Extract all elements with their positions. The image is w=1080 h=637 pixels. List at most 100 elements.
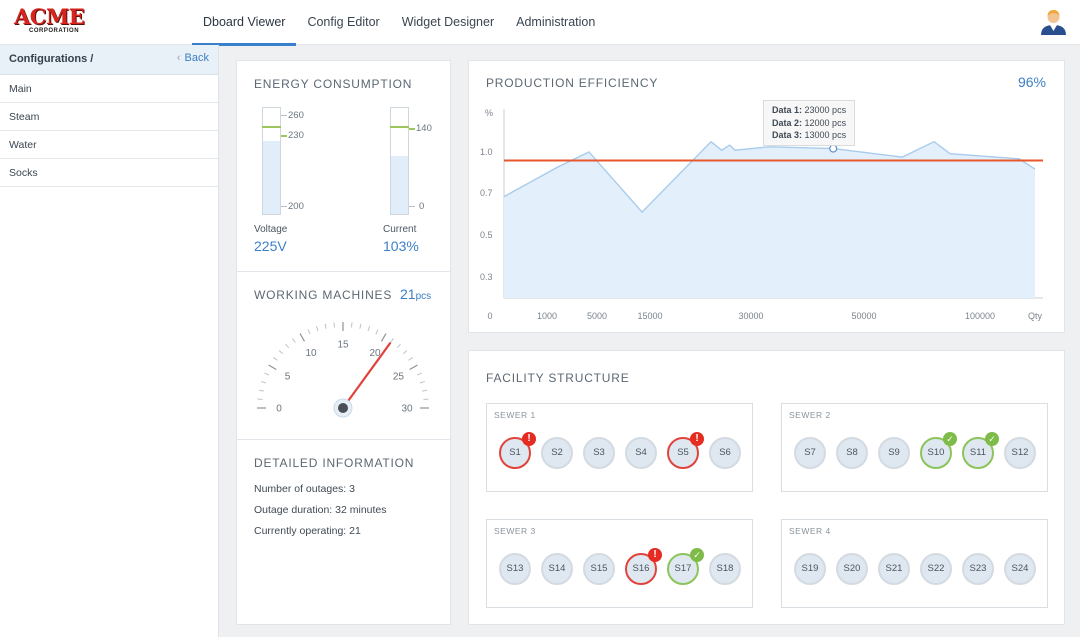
voltage-tick-max: 260 xyxy=(288,110,304,121)
chevron-left-icon: ‹ xyxy=(176,52,181,64)
sewer-group-4: SEWER 4 S19 S20 S21 S22 S23 S24 xyxy=(781,519,1048,608)
facility-node-s19[interactable]: S19 xyxy=(794,553,826,585)
voltage-bar xyxy=(262,107,281,215)
facility-node-s1[interactable]: S1! xyxy=(499,432,536,469)
chart-tooltip: Data 1: 23000 pcs Data 2: 12000 pcs Data… xyxy=(763,100,856,146)
alert-icon: ! xyxy=(648,548,662,562)
y-tick-label: 1.0 xyxy=(480,147,493,157)
sidebar-item-socks[interactable]: Socks xyxy=(0,159,218,187)
gauge-tick xyxy=(359,323,362,329)
voltage-value: 225V xyxy=(254,238,287,254)
gauge-tick xyxy=(278,350,284,355)
tooltip-value: 13000 pcs xyxy=(804,130,847,140)
sewer-group-2: SEWER 2 S7 S8 S9 S10 ✓ S11 ✓ S12 xyxy=(781,403,1048,492)
facility-node-s15[interactable]: S15 xyxy=(583,553,615,585)
user-avatar-icon[interactable] xyxy=(1040,7,1067,35)
x-tick-label: 0 xyxy=(487,311,492,321)
facility-node-s16[interactable]: S16! xyxy=(625,548,662,585)
node-label: S12 xyxy=(1011,447,1029,458)
node-label: S4 xyxy=(635,447,647,458)
gauge-tick xyxy=(299,333,306,342)
tab-widget-designer[interactable]: Widget Designer xyxy=(401,15,495,29)
facility-node-s3[interactable]: S3 xyxy=(583,437,615,469)
y-tick-label: 0.7 xyxy=(480,188,493,198)
facility-node-s7[interactable]: S7 xyxy=(794,437,826,469)
gauge-label: 5 xyxy=(285,372,291,383)
working-count: 21pcs xyxy=(400,286,431,304)
detailed-information-panel: DETAILED INFORMATION Number of outages: … xyxy=(236,439,451,625)
facility-node-s14[interactable]: S14 xyxy=(541,553,573,585)
facility-node-s18[interactable]: S18 xyxy=(709,553,741,585)
facility-node-s24[interactable]: S24 xyxy=(1004,553,1036,585)
voltage-tick-mark: 230 xyxy=(288,130,304,141)
gauge-tick xyxy=(268,364,277,371)
production-value: 96% xyxy=(1017,74,1046,90)
node-label: S14 xyxy=(548,563,566,574)
facility-node-s22[interactable]: S22 xyxy=(920,553,952,585)
production-efficiency-panel: PRODUCTION EFFICIENCY 96% % 1.0 0.7 0.5 0.3 0… xyxy=(468,60,1065,333)
current-tick-max: 140 xyxy=(416,123,432,134)
gauge-tick xyxy=(315,326,319,332)
back-button[interactable]: ‹ Back xyxy=(177,52,209,64)
node-label: S2 xyxy=(551,447,563,458)
gauge-needle xyxy=(341,342,392,410)
energy-consumption-panel: ENERGY CONSUMPTION 260 230 200 Voltage 2… xyxy=(236,60,451,272)
sewer-group-3: SEWER 3 S13 S14 S15 S16! S17 ✓ S18 xyxy=(486,519,753,608)
current-label: Current xyxy=(383,224,417,235)
alert-icon: ! xyxy=(690,432,704,446)
node-label: S21 xyxy=(885,563,903,574)
facility-node-s8[interactable]: S8 xyxy=(836,437,868,469)
gauge-tick xyxy=(324,323,327,329)
x-tick-label: 1000 xyxy=(537,311,557,321)
tab-config-editor[interactable]: Config Editor xyxy=(307,15,380,29)
facility-node-s9[interactable]: S9 xyxy=(878,437,910,469)
sidebar-item-main[interactable]: Main xyxy=(0,75,218,103)
x-tick-label: 100000 xyxy=(965,311,995,321)
top-bar: ACME CORPORATION Dboard Viewer Config Ed… xyxy=(0,0,1080,46)
gauge: 0 5 10 15 20 25 30 xyxy=(257,322,429,418)
x-tick-label: 50000 xyxy=(851,311,876,321)
voltage-marker xyxy=(262,126,281,129)
tab-dboard-viewer[interactable]: Dboard Viewer xyxy=(192,0,297,46)
efficiency-area xyxy=(504,141,1035,298)
facility-node-s6[interactable]: S6 xyxy=(709,437,741,469)
sidebar-item-water[interactable]: Water xyxy=(0,131,218,159)
facility-node-s13[interactable]: S13 xyxy=(499,553,531,585)
main-nav: Dboard Viewer Config Editor Widget Desig… xyxy=(192,0,606,46)
gauge-tick xyxy=(261,380,267,384)
facility-node-s12[interactable]: S12 xyxy=(1004,437,1036,469)
gauge-tick xyxy=(402,350,408,355)
facility-node-s2[interactable]: S2 xyxy=(541,437,573,469)
current-bar-fill xyxy=(391,155,408,214)
voltage-bar-fill xyxy=(263,140,280,214)
facility-node-s21[interactable]: S21 xyxy=(878,553,910,585)
facility-node-s11[interactable]: S11 ✓ xyxy=(962,432,999,469)
facility-node-s4[interactable]: S4 xyxy=(625,437,657,469)
tooltip-row: Data 1: 23000 pcs xyxy=(772,104,846,117)
gauge-label: 15 xyxy=(337,340,349,351)
outage-count-text: Number of outages: 3 xyxy=(254,483,355,495)
tab-administration[interactable]: Administration xyxy=(516,15,596,29)
x-tick-label: Qty xyxy=(1028,311,1043,321)
logo-main-text: ACME xyxy=(14,4,85,29)
acme-logo[interactable]: ACME CORPORATION xyxy=(14,6,85,37)
sewer-group-1: SEWER 1 S1! S2 S3 S4 S5! S6 xyxy=(486,403,753,492)
sidebar-item-steam[interactable]: Steam xyxy=(0,103,218,131)
alert-icon: ! xyxy=(522,432,536,446)
gauge-label: 20 xyxy=(369,348,381,359)
facility-node-s23[interactable]: S23 xyxy=(962,553,994,585)
sewer-title: SEWER 4 xyxy=(789,526,831,536)
node-label: S22 xyxy=(927,563,945,574)
tooltip-value: 12000 pcs xyxy=(804,117,847,128)
gauge-tick xyxy=(375,329,379,335)
facility-node-s17[interactable]: S17 ✓ xyxy=(667,548,704,585)
node-label: S11 xyxy=(969,447,987,458)
facility-node-s5[interactable]: S5! xyxy=(667,432,704,469)
facility-node-s10[interactable]: S10 ✓ xyxy=(920,432,957,469)
facility-node-s20[interactable]: S20 xyxy=(836,553,868,585)
x-tick-label: 15000 xyxy=(637,311,662,321)
gauge-tick xyxy=(273,357,278,361)
gauge-tick xyxy=(408,357,413,361)
node-label: S23 xyxy=(969,563,987,574)
node-label: S9 xyxy=(888,447,900,458)
